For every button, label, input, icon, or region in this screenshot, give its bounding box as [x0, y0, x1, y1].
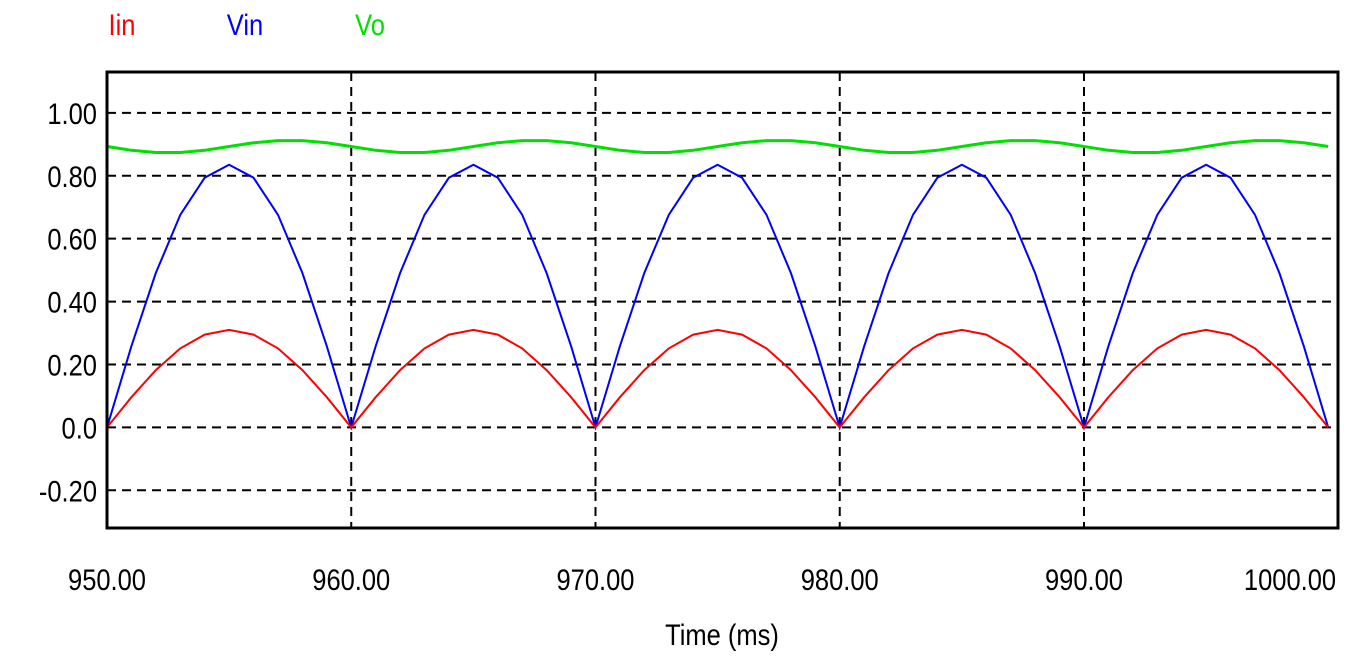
- y-tick-label: 0.80: [47, 160, 97, 193]
- legend-entry-iin: Iin: [109, 8, 136, 41]
- series-line-iin: [106, 328, 1329, 429]
- y-tick-label: 0.40: [47, 286, 97, 319]
- y-tick-label: -0.20: [39, 474, 97, 507]
- series-lines: [106, 139, 1330, 431]
- y-axis-ticks: 1.00 0.80 0.60 0.40 0.20 0.0 -0.20: [39, 97, 97, 508]
- x-axis-label: Time (ms): [665, 618, 779, 651]
- grid: [107, 72, 1338, 528]
- x-tick-label: 980.00: [801, 563, 879, 596]
- x-tick-label: 950.00: [68, 563, 146, 596]
- x-axis-ticks: 950.00 960.00 970.00 980.00 990.00 1000.00: [68, 563, 1336, 596]
- series-line-vo: [106, 139, 1329, 154]
- plot-frame: [105, 70, 1340, 530]
- legend-entry-vin: Vin: [227, 8, 263, 41]
- legend: Iin Vin Vo: [109, 8, 385, 41]
- x-tick-label: 970.00: [557, 563, 635, 596]
- x-tick-label: 990.00: [1045, 563, 1123, 596]
- x-tick-label: 960.00: [312, 563, 390, 596]
- y-tick-label: 0.0: [62, 411, 97, 444]
- y-tick-label: 0.60: [47, 223, 97, 256]
- x-tick-label: 1000.00: [1244, 563, 1336, 596]
- y-tick-label: 0.20: [47, 349, 97, 382]
- series-line-vin: [106, 163, 1330, 431]
- y-tick-label: 1.00: [47, 97, 97, 130]
- legend-entry-vo: Vo: [355, 8, 385, 41]
